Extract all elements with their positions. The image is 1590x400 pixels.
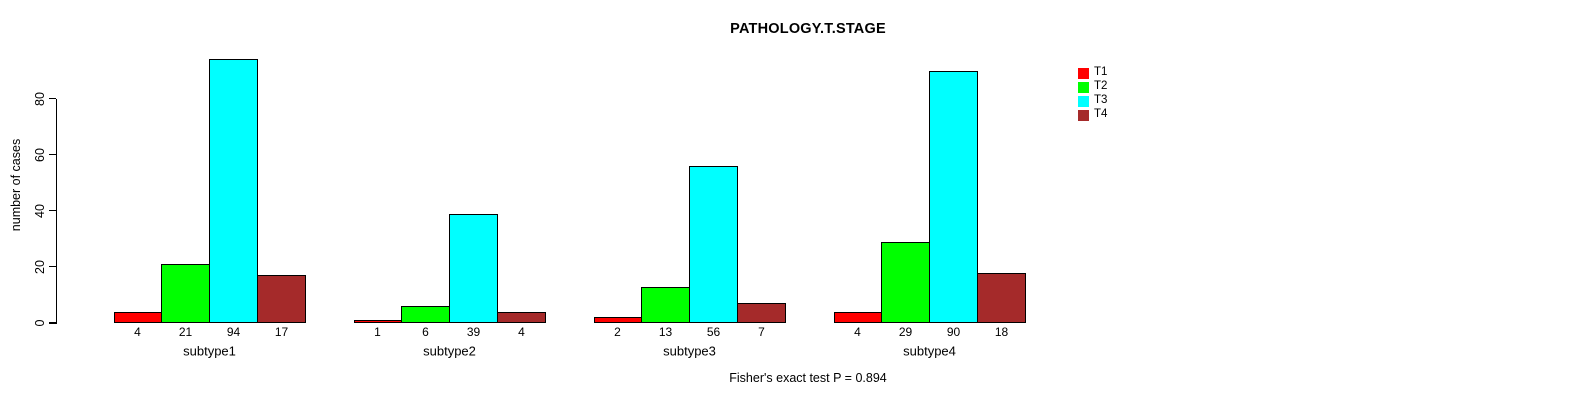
- y-tick: [49, 98, 56, 100]
- bar-value-label-subtype1-T3: 94: [226, 325, 241, 339]
- category-label-subtype4: subtype4: [903, 343, 956, 358]
- bar-subtype2-T3: [448, 213, 498, 323]
- y-tick-label-60: 60: [33, 147, 47, 162]
- y-tick-label-80: 80: [33, 91, 47, 106]
- y-tick: [49, 154, 56, 156]
- legend-label-T1: T1: [1094, 66, 1108, 79]
- legend-label-T2: T2: [1094, 80, 1108, 93]
- bar-value-label-subtype1-T4: 17: [274, 325, 289, 339]
- y-tick: [49, 322, 56, 324]
- bar-subtype2-T2: [400, 306, 450, 323]
- y-tick: [49, 266, 56, 268]
- legend-row-T1: T1: [1078, 66, 1107, 80]
- bar-value-label-subtype1-T1: 4: [134, 325, 141, 339]
- legend-swatch-T2: [1078, 81, 1089, 93]
- legend-label-T4: T4: [1094, 108, 1108, 121]
- legend-label-T3: T3: [1094, 94, 1108, 107]
- y-tick-label-40: 40: [33, 203, 47, 218]
- bar-value-label-subtype3-T3: 56: [706, 325, 721, 339]
- bar-value-label-subtype2-T4: 4: [518, 325, 525, 339]
- bar-subtype4-T1: [833, 311, 882, 323]
- bar-subtype4-T3: [928, 70, 978, 323]
- bar-subtype2-T1: [353, 320, 402, 323]
- bar-value-label-subtype4-T4: 18: [994, 325, 1009, 339]
- category-label-subtype3: subtype3: [663, 343, 716, 358]
- bar-subtype4-T2: [880, 241, 930, 323]
- legend-swatch-T4: [1078, 109, 1089, 121]
- legend: T1 T2 T3 T4: [1078, 66, 1107, 122]
- bar-value-label-subtype4-T2: 29: [898, 325, 913, 339]
- y-tick: [49, 210, 56, 212]
- y-tick-label-0: 0: [33, 319, 47, 327]
- bar-value-label-subtype3-T4: 7: [758, 325, 765, 339]
- legend-row-T2: T2: [1078, 80, 1107, 94]
- y-axis-line: [56, 98, 58, 324]
- legend-swatch-T3: [1078, 95, 1089, 107]
- legend-swatch-T1: [1078, 67, 1089, 79]
- bar-value-label-subtype2-T2: 6: [422, 325, 429, 339]
- y-tick-label-20: 20: [33, 259, 47, 274]
- bar-subtype4-T4: [976, 272, 1026, 323]
- bar-subtype3-T1: [593, 317, 642, 323]
- legend-row-T4: T4: [1078, 108, 1107, 122]
- bar-subtype2-T4: [496, 311, 546, 323]
- annotation-fishers-test: Fisher's exact test P = 0.894: [729, 371, 887, 385]
- bar-value-label-subtype2-T1: 1: [374, 325, 381, 339]
- bar-value-label-subtype4-T3: 90: [946, 325, 961, 339]
- bar-value-label-subtype3-T2: 13: [658, 325, 673, 339]
- bar-value-label-subtype3-T1: 2: [614, 325, 621, 339]
- bar-value-label-subtype2-T3: 39: [466, 325, 481, 339]
- category-label-subtype1: subtype1: [183, 343, 236, 358]
- category-label-subtype2: subtype2: [423, 343, 476, 358]
- bar-subtype3-T3: [688, 165, 738, 323]
- legend-row-T3: T3: [1078, 94, 1107, 108]
- bar-subtype1-T1: [113, 311, 162, 323]
- bar-subtype1-T2: [160, 264, 210, 323]
- bar-subtype1-T3: [208, 59, 258, 323]
- bar-subtype3-T4: [736, 303, 786, 323]
- bar-subtype3-T2: [640, 286, 690, 323]
- chart-title: PATHOLOGY.T.STAGE: [730, 21, 886, 37]
- bar-value-label-subtype1-T2: 21: [178, 325, 193, 339]
- bar-value-label-subtype4-T1: 4: [854, 325, 861, 339]
- bar-subtype1-T4: [256, 275, 306, 323]
